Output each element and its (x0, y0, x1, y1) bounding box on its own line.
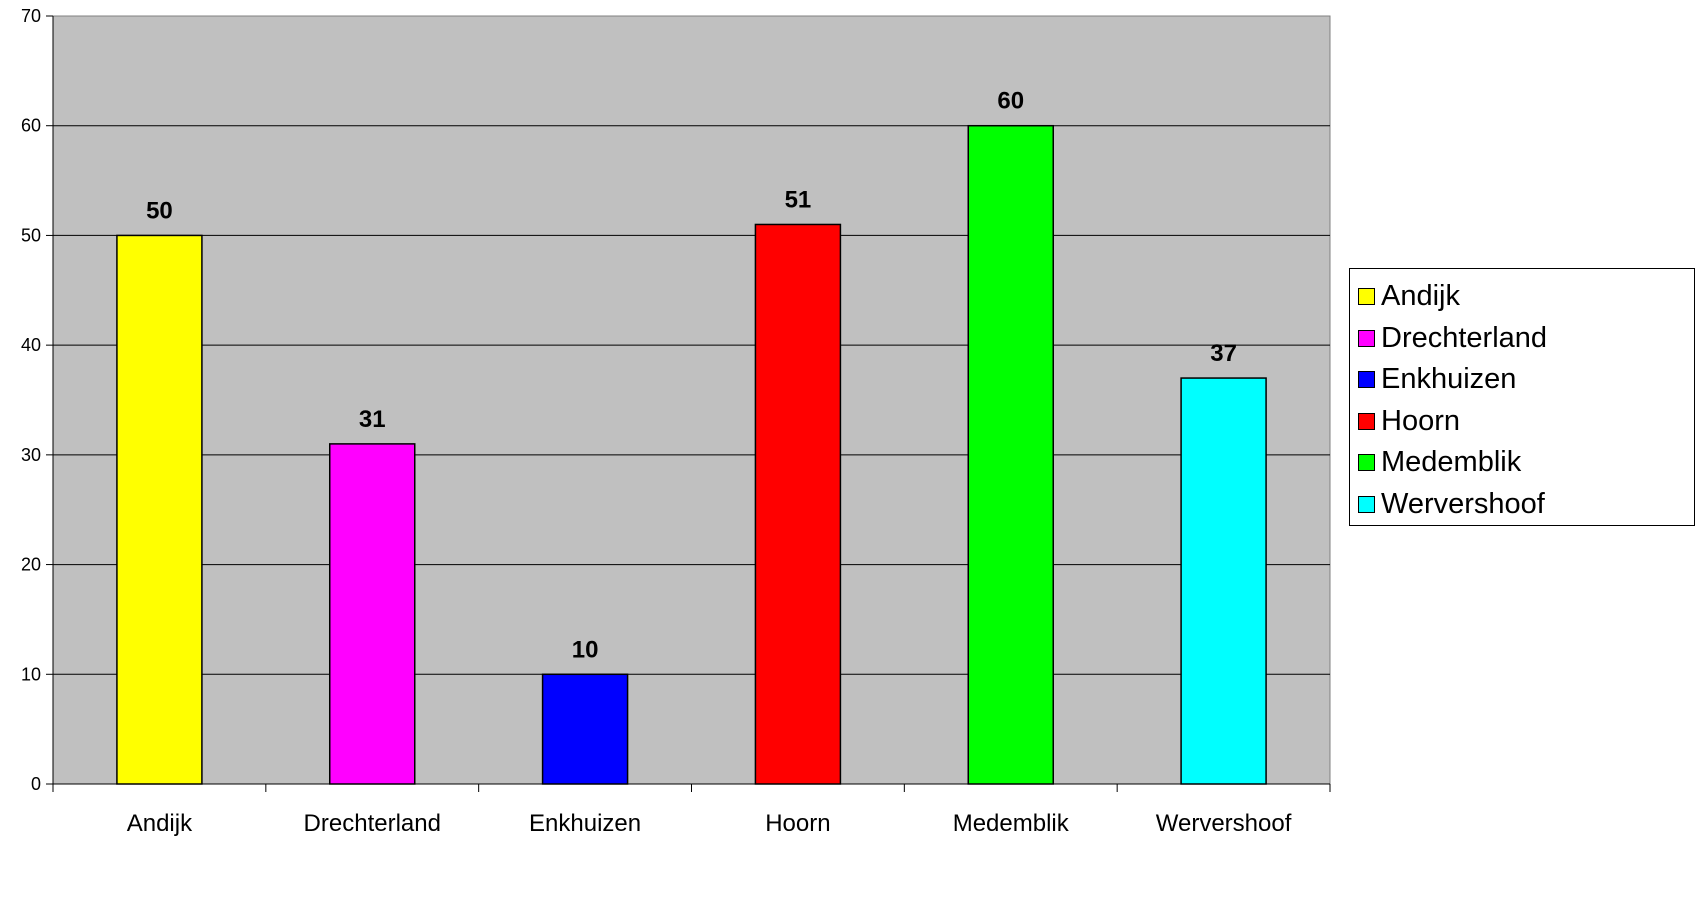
data-label: 51 (785, 186, 812, 213)
legend-label: Drechterland (1381, 321, 1548, 354)
bar (1180, 377, 1267, 785)
legend-item: Hoorn (1350, 401, 1694, 443)
legend-swatch (1358, 288, 1375, 306)
axes (46, 15, 1331, 792)
gridlines (53, 125, 1330, 675)
y-tick-label: 70 (21, 6, 41, 26)
legend-label: Enkhuizen (1381, 363, 1517, 396)
x-tick-label: Drechterland (304, 810, 441, 837)
y-tick-label: 10 (21, 664, 41, 684)
bar (967, 124, 1054, 785)
labels: 0 10 20 30 40 50 60 70 50 Andijk 31 Drechterland 10 E… (21, 6, 1292, 837)
legend-label: Andijk (1381, 280, 1460, 313)
plot-area (52, 15, 1331, 785)
legend-swatch (1358, 454, 1375, 472)
data-label: 60 (997, 88, 1024, 115)
y-tick-label: 50 (21, 225, 41, 245)
legend-swatch (1358, 371, 1375, 389)
data-label: 10 (572, 636, 599, 663)
bar (754, 223, 842, 785)
data-label: 31 (359, 406, 386, 433)
legend-swatch (1358, 329, 1375, 347)
x-tick-label: Wervershoof (1156, 810, 1292, 837)
legend-label: Hoorn (1381, 404, 1460, 437)
x-tick-label: Hoorn (765, 810, 830, 837)
legend-item: Enkhuizen (1350, 359, 1694, 401)
bars (116, 124, 1267, 785)
legend-swatch (1358, 495, 1375, 513)
y-tick-label: 20 (21, 555, 41, 575)
legend: Andijk Drechterland Enkhuizen Hoorn Mede… (1349, 268, 1695, 526)
x-tick-label: Andijk (127, 810, 193, 837)
legend-item: Andijk (1350, 276, 1694, 318)
legend-item: Medemblik (1350, 442, 1694, 484)
legend-item: Wervershoof (1350, 484, 1694, 526)
x-tick-label: Enkhuizen (529, 810, 641, 837)
bar (116, 234, 203, 785)
legend-swatch (1358, 412, 1375, 430)
legend-label: Medemblik (1381, 446, 1522, 479)
legend-label: Wervershoof (1381, 487, 1545, 520)
bar (329, 443, 416, 785)
data-label: 37 (1210, 340, 1237, 367)
y-tick-label: 40 (21, 335, 41, 355)
y-tick-label: 60 (21, 116, 41, 136)
x-tick-label: Medemblik (953, 810, 1070, 837)
data-label: 50 (146, 197, 173, 224)
y-tick-label: 0 (31, 774, 41, 794)
y-tick-label: 30 (21, 445, 41, 465)
legend-item: Drechterland (1350, 318, 1694, 360)
bar (541, 673, 629, 785)
